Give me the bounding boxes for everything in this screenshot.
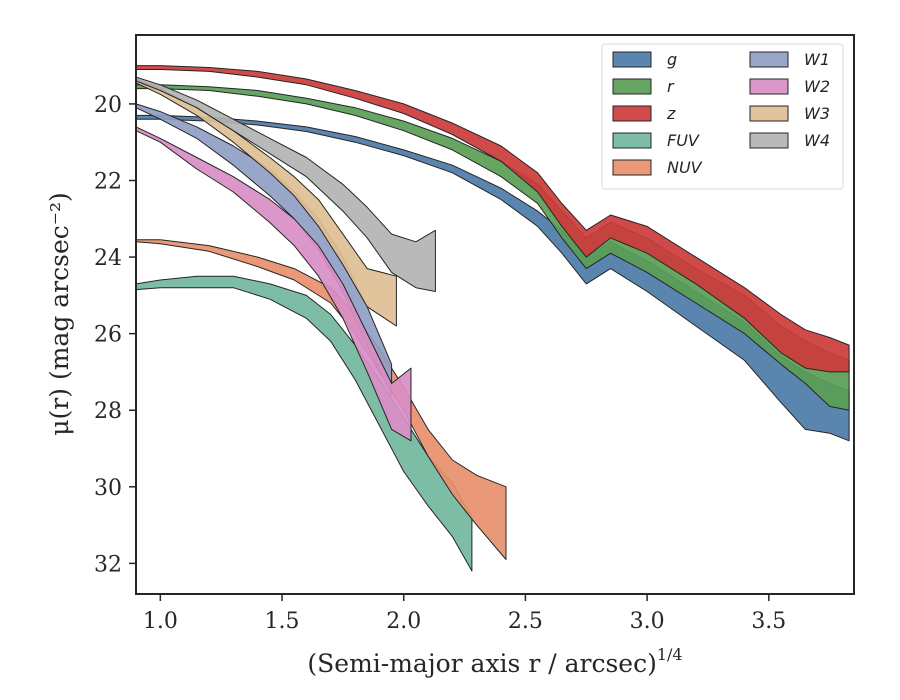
profile-bands xyxy=(135,65,850,572)
legend-label-w2: W2 xyxy=(804,77,830,96)
band-g xyxy=(135,114,850,442)
x-axis-title-text: (Semi-major axis r / arcsec) xyxy=(307,649,656,678)
legend-swatch-g xyxy=(612,51,652,68)
x-tick-label: 2.5 xyxy=(508,609,543,634)
legend-swatch-w3 xyxy=(749,105,789,122)
plot-frame xyxy=(135,34,855,595)
band-z xyxy=(135,65,850,373)
legend-swatch-nuv xyxy=(612,159,652,176)
x-axis-title: (Semi-major axis r / arcsec)1/4 xyxy=(307,645,682,678)
legend-label-w3: W3 xyxy=(804,104,830,123)
legend-swatch-fuv xyxy=(612,132,652,149)
legend-swatch-r xyxy=(612,78,652,95)
x-axis: 1.0 1.5 2.0 2.5 3.0 3.5 xyxy=(143,594,786,634)
x-tick-label: 3.0 xyxy=(630,609,665,634)
legend-swatch-w1 xyxy=(749,51,789,68)
legend-label-z: z xyxy=(666,104,676,123)
legend-label-w4: W4 xyxy=(804,131,830,150)
y-tick-label: 20 xyxy=(94,93,122,118)
band-nuv xyxy=(135,239,507,560)
band-r xyxy=(135,84,850,411)
x-tick-label: 1.0 xyxy=(143,609,178,634)
x-axis-title-exponent: 1/4 xyxy=(657,645,683,664)
y-tick-label: 26 xyxy=(94,323,122,348)
legend-swatch-z xyxy=(612,105,652,122)
x-tick-label: 1.5 xyxy=(265,609,300,634)
legend-swatch-w2 xyxy=(749,78,789,95)
legend-label-w1: W1 xyxy=(804,50,830,69)
y-tick-label: 28 xyxy=(94,399,122,424)
y-axis-title: μ(r) (mag arcsec⁻²) xyxy=(45,192,74,435)
band-w2 xyxy=(135,126,412,442)
legend: grz FUV NUV W1 W2 W3 W4 xyxy=(601,43,844,190)
band-w3 xyxy=(135,78,397,327)
band-w4 xyxy=(135,76,436,292)
y-tick-label: 32 xyxy=(94,552,122,577)
y-tick-label: 24 xyxy=(94,246,122,271)
y-axis: 20 22 24 26 28 30 32 xyxy=(94,93,136,577)
y-tick-label: 22 xyxy=(94,169,122,194)
x-tick-label: 2.0 xyxy=(386,609,421,634)
x-tick-label: 3.5 xyxy=(751,609,786,634)
legend-label-fuv: FUV xyxy=(667,131,700,150)
legend-label-r: r xyxy=(667,77,675,96)
legend-label-nuv: NUV xyxy=(667,158,703,177)
legend-label-g: g xyxy=(667,50,677,69)
y-tick-label: 30 xyxy=(94,476,122,501)
legend-swatch-w4 xyxy=(749,132,789,149)
